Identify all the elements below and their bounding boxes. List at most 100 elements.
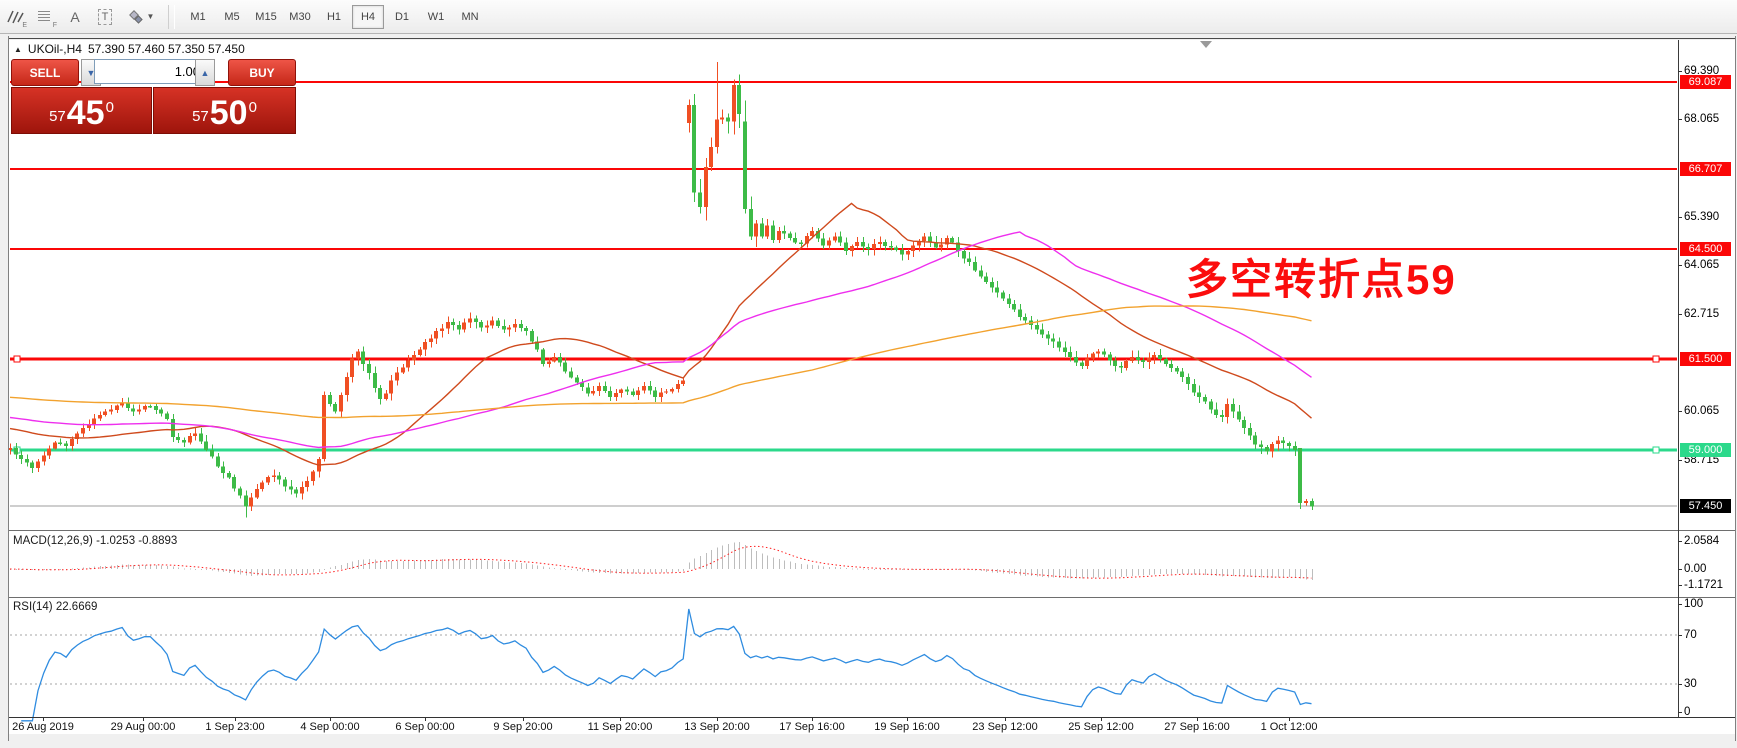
annotation-text: 多空转折点59: [1186, 256, 1457, 303]
rsi-tick-mark: [1678, 635, 1682, 636]
price-tick-mark: [1678, 217, 1682, 218]
ma-slow-line: [9, 305, 1312, 419]
current-price-badge: 57.450: [1680, 499, 1731, 513]
sell-price-prefix: 57: [49, 108, 66, 125]
rsi-tick-mark: [1678, 712, 1682, 713]
price-tick-mark: [1678, 71, 1682, 72]
date-tick-mark: [620, 717, 621, 721]
date-tick-mark: [523, 717, 524, 721]
triangle-up-icon: ▲: [200, 67, 210, 78]
price-badge-64.500: 64.500: [1680, 242, 1731, 257]
macd-label: MACD(12,26,9) -1.0253 -0.8893: [13, 535, 178, 547]
date-tick-mark: [235, 717, 236, 721]
rsi-tick-mark: [1678, 604, 1682, 605]
macd-scale-label: 0.00: [1684, 563, 1707, 575]
line-handle[interactable]: [13, 355, 21, 363]
date-tick-mark: [330, 717, 331, 721]
price-badge-69.087: 69.087: [1680, 74, 1731, 89]
shapes-tool-button[interactable]: ▼: [121, 4, 161, 30]
date-label: 9 Sep 20:00: [493, 721, 553, 733]
sell-price-display[interactable]: 57 45 0: [11, 87, 152, 134]
macd-tick-mark: [1678, 585, 1682, 586]
sell-button[interactable]: SELL: [11, 59, 79, 86]
collapse-triangle-icon[interactable]: ▲: [14, 44, 22, 54]
timeframe-group: M1 M5 M15 M30 H1 H4 D1 W1 MN: [181, 4, 487, 29]
date-label: 1 Sep 23:00: [205, 721, 265, 733]
buy-price-sup: 0: [248, 99, 257, 116]
main-macd-separator[interactable]: [9, 530, 1735, 531]
textbox-t-icon: T: [97, 8, 113, 25]
price-tick-label: 65.390: [1684, 210, 1720, 223]
date-label: 26 Aug 2019: [12, 721, 74, 733]
date-label: 6 Sep 00:00: [395, 721, 455, 733]
date-label: 27 Sep 16:00: [1164, 721, 1230, 733]
price-tick-mark: [1678, 460, 1682, 461]
price-tick-label: 62.715: [1684, 308, 1720, 321]
date-label: 4 Sep 00:00: [300, 721, 360, 733]
chart-title: ▲ UKOil-,H4 57.390 57.460 57.350 57.450: [14, 42, 245, 56]
timeframe-button-d1[interactable]: D1: [394, 10, 410, 23]
chart-background[interactable]: [9, 40, 1735, 717]
date-label: 19 Sep 16:00: [874, 721, 940, 733]
rsi-line: [21, 608, 1312, 722]
price-badge-59.000: 59.000: [1680, 442, 1731, 457]
timeframe-button-mn[interactable]: MN: [461, 10, 479, 23]
timeframe-button-h1[interactable]: H1: [326, 10, 342, 23]
symbol-label: UKOil-,H4: [27, 42, 82, 56]
sell-button-label: SELL: [29, 65, 61, 80]
date-label: 1 Oct 12:00: [1260, 721, 1318, 733]
rsi-scale-label: 100: [1684, 598, 1704, 610]
date-tick-mark: [907, 717, 908, 721]
chart-shift-marker[interactable]: [1200, 41, 1212, 48]
volume-increase-button[interactable]: ▲: [195, 59, 215, 86]
timeframe-button-m1[interactable]: M1: [190, 10, 206, 23]
price-tick-mark: [1678, 265, 1682, 266]
timeframe-button-m30[interactable]: M30: [289, 10, 311, 23]
price-tick-label: 64.065: [1684, 259, 1720, 271]
macd-rsi-separator[interactable]: [9, 597, 1735, 598]
macd-tick-mark: [1678, 541, 1682, 542]
date-label: 13 Sep 20:00: [684, 721, 750, 733]
timeframe-button-w1[interactable]: W1: [427, 10, 445, 23]
date-tick-mark: [425, 717, 426, 721]
date-tick-mark: [1197, 717, 1198, 721]
price-tick-label: 60.065: [1684, 405, 1720, 417]
text-label-tool-button[interactable]: A: [61, 4, 89, 30]
rsi-tick-mark: [1678, 684, 1682, 685]
date-tick-mark: [717, 717, 718, 721]
time-axis-line: [9, 717, 1735, 718]
macd-tick-mark: [1678, 569, 1682, 570]
buy-button[interactable]: BUY: [228, 59, 296, 86]
window-right-border: [1735, 36, 1736, 741]
line-handle[interactable]: [1652, 355, 1660, 363]
line-handle[interactable]: [1652, 446, 1660, 454]
macd-signal-line: [9, 545, 1312, 579]
timeframe-button-m5[interactable]: M5: [224, 10, 240, 23]
buy-price-main: 50: [209, 94, 248, 132]
window-left-border: [8, 36, 9, 741]
date-tick-mark: [43, 717, 44, 721]
time-axis[interactable]: [9, 718, 1735, 734]
volume-input[interactable]: [94, 59, 206, 84]
date-label: 17 Sep 16:00: [779, 721, 845, 733]
date-tick-mark: [1289, 717, 1290, 721]
price-badge-61.500: 61.500: [1680, 351, 1731, 366]
price-badge-66.707: 66.707: [1680, 161, 1731, 176]
macd-scale-label: 2.0584: [1684, 535, 1720, 548]
ohlc-quotes: 57.390 57.460 57.350 57.450: [87, 42, 245, 56]
rsi-scale-label: 30: [1684, 678, 1697, 690]
rsi-scale-label: 70: [1684, 629, 1697, 641]
grid-tool-button[interactable]: F: [31, 4, 59, 30]
grid-tool-sub: F: [52, 21, 57, 29]
textbox-tool-button[interactable]: T: [91, 4, 119, 30]
shapes-icon: [128, 9, 143, 24]
timeframe-button-m15[interactable]: M15: [255, 10, 277, 23]
sell-price-main: 45: [66, 94, 105, 132]
price-tick-mark: [1678, 411, 1682, 412]
macd-histogram: [10, 542, 1313, 581]
pattern-tool-button[interactable]: E: [1, 4, 29, 30]
timeframe-button-h4[interactable]: H4: [352, 4, 384, 29]
window-top-border: [8, 38, 1736, 39]
buy-price-display[interactable]: 57 50 0: [153, 87, 296, 134]
